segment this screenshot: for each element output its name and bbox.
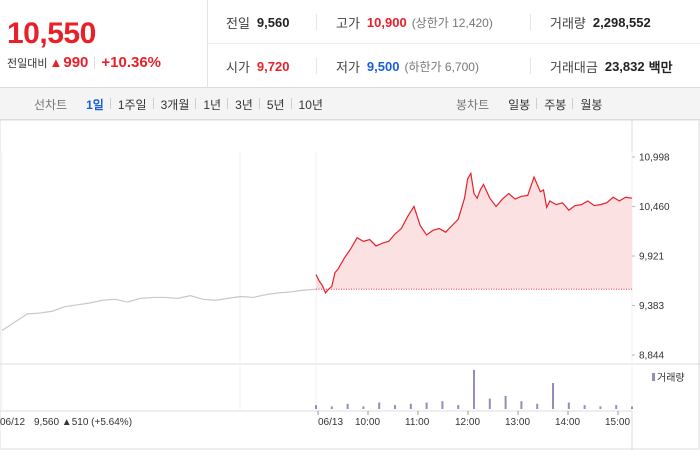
period-tab-5y[interactable]: 5년 [258, 96, 292, 113]
stat-sub: (하한가 6,700) [404, 59, 479, 74]
period-tab-3m[interactable]: 3개월 [152, 96, 197, 113]
stat-value: 10,900 [366, 14, 407, 30]
y-tick-label: 9,921 [639, 252, 664, 263]
divider [316, 14, 317, 30]
stat-open: 시가 9,720 [226, 44, 289, 88]
volume-bar [457, 405, 460, 409]
volume-bar [346, 403, 349, 409]
y-axis: 10,998 10,460 9,921 9,383 8,844 [632, 153, 670, 362]
stat-sub: (상한가 12,420) [411, 15, 493, 30]
period-tab-1d[interactable]: 1일 [86, 97, 104, 112]
period-tab-10y[interactable]: 10년 [290, 96, 330, 113]
volume-bar [394, 405, 396, 409]
stat-value: 9,560 [256, 14, 290, 30]
divider [94, 56, 96, 69]
stat-label: 거래대금 [550, 59, 598, 75]
stat-label: 고가 [336, 15, 360, 31]
volume-bar [315, 405, 317, 409]
volume-bar [504, 396, 507, 409]
volume-panel: 거래량 [315, 370, 685, 409]
volume-bar [599, 406, 602, 409]
x-axis: 06/12 9,560 ▲510 (+5.64%) 06/13 10:00 11:00 1… [0, 411, 630, 428]
candle-chart-periods: 봉차트 일봉 주봉 월봉 [456, 88, 609, 120]
y-tick-label: 10,998 [639, 153, 670, 164]
prev-day-summary: 9,560 ▲510 (+5.64%) [34, 417, 132, 428]
stat-volume: 거래량 2,298,552 [550, 0, 651, 44]
x-tick-label: 13:00 [505, 417, 530, 428]
stat-label: 전일 [226, 15, 250, 31]
stat-unit: 백만 [648, 59, 673, 75]
y-tick-label: 10,460 [639, 202, 670, 213]
period-tab-3y[interactable]: 3년 [227, 96, 260, 113]
stat-value: 9,720 [256, 58, 290, 74]
stat-label: 시가 [226, 59, 250, 75]
chart-frame [0, 120, 700, 450]
stat-prev-close: 전일 9,560 [226, 0, 289, 44]
line-chart-periods: 선차트 1일 1주일 3개월 1년 3년 5년 10년 [34, 88, 330, 120]
volume-bar [425, 402, 428, 409]
quote-summary: 10,550 전일대비 ▲ 990 +10.36% [0, 0, 208, 88]
volume-bar [488, 398, 491, 409]
volume-legend-swatch [652, 373, 655, 381]
candle-chart-label: 봉차트 [456, 97, 490, 112]
line-chart-label: 선차트 [34, 97, 68, 112]
candle-tab-monthly[interactable]: 월봉 [572, 96, 609, 113]
intraday-price-chart[interactable]: 10,998 10,460 9,921 9,383 8,844 거래량 06/12 9,5… [0, 120, 700, 450]
volume-bar [378, 402, 381, 409]
quote-stats: 전일 9,560 고가 10,900 (상한가 12,420) 거래량 2,29… [208, 0, 700, 88]
today-price-line [315, 171, 633, 294]
volume-bar [520, 401, 523, 409]
stat-trade-amount: 거래대금 23,832 백만 [550, 44, 673, 88]
x-tick-label: 10:00 [355, 417, 380, 428]
divider [316, 58, 317, 74]
stat-label: 저가 [336, 59, 360, 75]
divider [530, 58, 531, 74]
volume-bar [583, 405, 586, 409]
y-tick-label: 8,844 [639, 351, 664, 362]
x-tick-label: 15:00 [605, 417, 630, 428]
candle-tab-weekly[interactable]: 주봉 [536, 96, 573, 113]
prev-day-date-label: 06/12 [0, 417, 25, 428]
x-tick-label: 11:00 [405, 417, 430, 428]
y-tick-label: 9,383 [639, 301, 664, 312]
prev-day-line [1, 288, 317, 332]
x-tick-label: 12:00 [455, 417, 480, 428]
change-value: 990 [63, 54, 89, 71]
volume-bar [441, 401, 444, 409]
stat-value: 2,298,552 [592, 14, 651, 30]
change-row: 전일대비 ▲ 990 +10.36% [7, 54, 161, 71]
volume-bar [473, 370, 475, 409]
stats-row-2: 시가 9,720 저가 9,500 (하한가 6,700) 거래대금 23,83… [208, 44, 700, 88]
candle-tab-daily[interactable]: 일봉 [508, 97, 531, 112]
quote-header: 10,550 전일대비 ▲ 990 +10.36% 전일 9,560 고가 10… [0, 0, 700, 88]
current-price: 10,550 [7, 17, 96, 50]
today-area [315, 171, 633, 294]
volume-bar [409, 403, 412, 409]
volume-bar [567, 402, 570, 409]
x-tick-label: 06/13 [318, 417, 343, 428]
volume-bar [552, 383, 554, 409]
volume-bar [536, 403, 539, 409]
stat-value: 23,832 [604, 58, 645, 74]
change-rate: +10.36% [101, 54, 162, 71]
up-triangle-icon: ▲ [49, 55, 63, 70]
volume-legend-label: 거래량 [657, 372, 685, 384]
stat-value: 9,500 [366, 58, 400, 74]
change-label: 전일대비 [7, 57, 48, 70]
volume-bar [330, 406, 333, 409]
volume-bar [631, 406, 633, 409]
stat-label: 거래량 [550, 15, 586, 31]
stat-high: 고가 10,900 (상한가 12,420) [336, 0, 493, 44]
divider [530, 14, 531, 30]
period-toolbar: 선차트 1일 1주일 3개월 1년 3년 5년 10년 봉차트 일봉 주봉 월봉 [0, 88, 700, 120]
volume-bar [362, 406, 365, 409]
period-tab-1y[interactable]: 1년 [195, 96, 228, 113]
stats-row-1: 전일 9,560 고가 10,900 (상한가 12,420) 거래량 2,29… [208, 0, 700, 44]
stat-low: 저가 9,500 (하한가 6,700) [336, 44, 479, 88]
prev-day-area [1, 288, 317, 332]
period-tab-1w[interactable]: 1주일 [109, 96, 154, 113]
volume-bar [615, 405, 618, 409]
x-tick-label: 14:00 [555, 417, 580, 428]
